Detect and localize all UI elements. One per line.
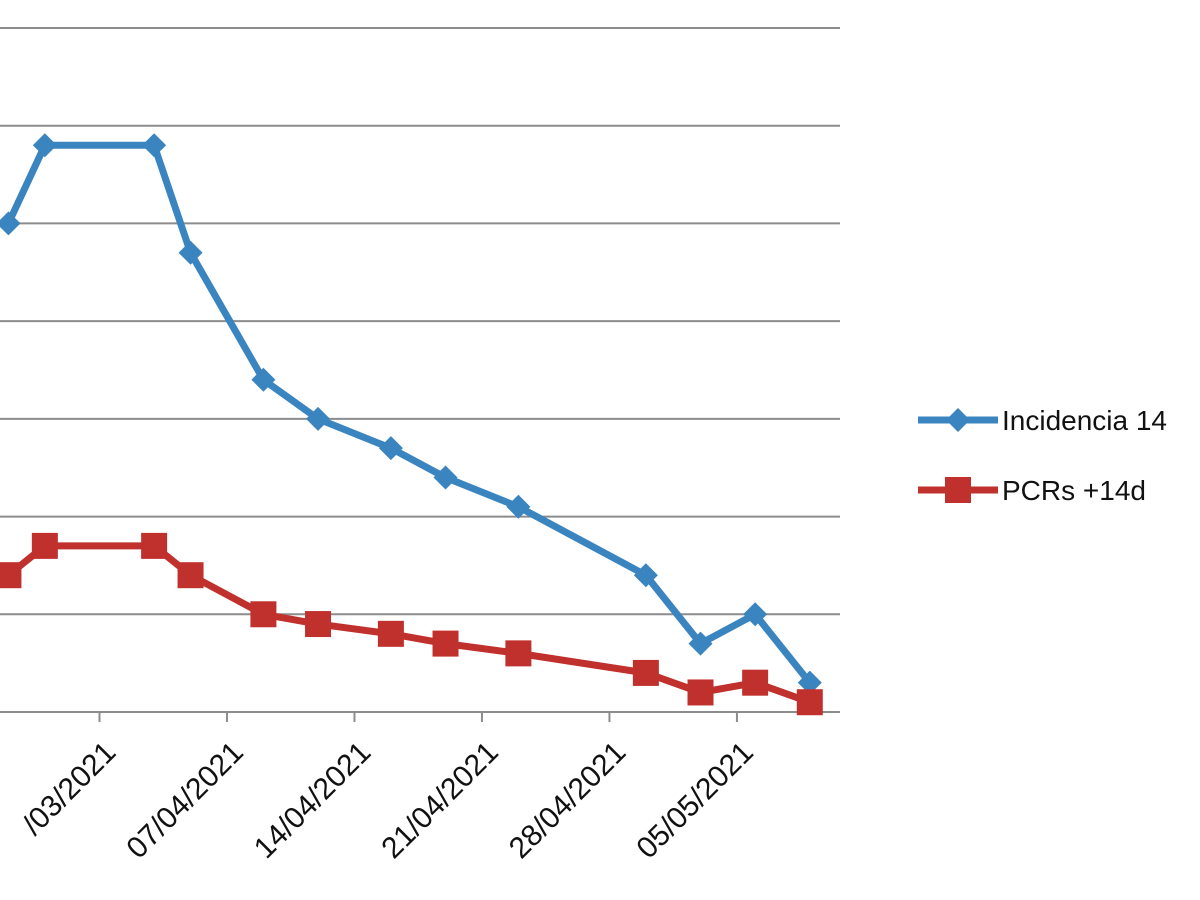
data-point-square [0,562,22,589]
legend: Incidencia 14 PCRs +14d [918,405,1167,506]
x-tick-label: 07/04/2021 [120,736,250,866]
data-point-diamond [506,494,531,519]
data-point-diamond [142,133,167,158]
x-axis: /03/202107/04/202114/04/202121/04/202128… [0,711,840,866]
data-point-square [632,659,659,686]
data-point-square [505,640,532,667]
legend-marker-square [945,477,971,503]
data-point-square [177,562,204,589]
legend-marker-diamond [946,408,970,432]
data-point-diamond [378,436,403,461]
data-point-square [742,669,769,696]
series-lines [0,133,823,716]
data-point-square [796,689,823,716]
series-line-1 [4,141,814,687]
data-point-diamond [251,367,276,392]
data-point-diamond [0,211,21,236]
data-point-diamond [633,563,658,588]
data-point-square [432,630,459,657]
data-point-diamond [688,631,713,656]
data-point-square [377,620,404,647]
data-point-square [250,601,277,628]
data-point-diamond [306,406,331,431]
data-point-diamond [32,133,57,158]
gridlines [0,27,840,616]
x-tick-label: 21/04/2021 [375,736,505,866]
data-point-diamond [743,602,768,627]
data-point-diamond [797,670,822,695]
x-tick-label: 05/05/2021 [630,736,760,866]
data-point-square [31,532,58,559]
data-point-diamond [178,240,203,265]
data-point-square [141,532,168,559]
legend-label: Incidencia 14 [1002,405,1167,436]
legend-label: PCRs +14d [1002,475,1146,506]
x-tick-label: 28/04/2021 [503,736,633,866]
x-tick-label: /03/2021 [17,736,123,842]
x-tick-label: 14/04/2021 [248,736,378,866]
data-point-diamond [433,465,458,490]
data-point-square [687,679,714,706]
data-point-square [305,611,332,638]
series-line-2 [4,542,814,706]
